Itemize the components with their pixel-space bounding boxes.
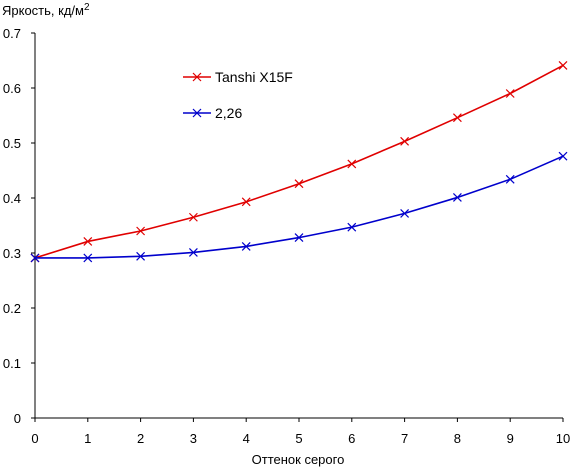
y-tick-label: 0.6 (3, 81, 21, 96)
x-tick-label: 1 (84, 431, 91, 446)
y-tick-label: 0.2 (3, 301, 21, 316)
data-point (452, 113, 462, 123)
x-tick-label: 0 (31, 431, 38, 446)
series-line (35, 155, 564, 259)
y-tick-label: 0.4 (3, 191, 21, 206)
axes: 0 0.1 0.2 0.3 0.4 0.5 0.6 0.7 0 1 2 3 4 5 6 7 8 9 10 (3, 26, 570, 446)
x-tick-label: 3 (190, 431, 197, 446)
data-point (136, 251, 146, 261)
y-tick-label: 0.5 (3, 136, 21, 151)
series-line (34, 64, 564, 259)
x-tick-label: 4 (243, 431, 250, 446)
x-tick-label: 9 (507, 431, 514, 446)
x-tick-label: 7 (401, 431, 408, 446)
y-tick-label: 0.7 (3, 26, 21, 41)
data-point (452, 193, 462, 202)
data-point (400, 136, 410, 146)
data-point (188, 212, 198, 222)
data-point (83, 237, 93, 246)
y-axis-title: Яркость, кд/м2 (2, 2, 90, 18)
legend-label: 2,26 (215, 105, 242, 121)
y-axis-title-superscript: 2 (84, 2, 90, 13)
data-point (347, 159, 357, 169)
x-tick-label: 2 (137, 431, 144, 446)
data-point (294, 233, 304, 243)
legend-marker (192, 72, 202, 82)
series-2 (30, 151, 568, 263)
data-point (241, 197, 251, 207)
data-point (347, 222, 357, 232)
x-tick-label: 10 (556, 431, 570, 446)
data-point (241, 241, 251, 251)
y-tick-label: 0.1 (3, 356, 21, 371)
data-point (558, 61, 568, 70)
data-point (558, 151, 568, 161)
legend: Tanshi X15F 2,26 (183, 69, 293, 121)
x-tick-label: 6 (348, 431, 355, 446)
data-point (30, 253, 40, 263)
legend-label: Tanshi X15F (215, 69, 293, 85)
legend-marker (192, 108, 202, 118)
y-tick-label: 0.3 (3, 246, 21, 261)
series-1 (30, 61, 568, 263)
data-point (400, 208, 410, 218)
data-point (188, 248, 198, 257)
data-point (136, 226, 146, 236)
data-point (83, 253, 93, 263)
series-layer (30, 61, 568, 263)
x-axis-title: Оттенок серого (252, 452, 345, 467)
data-point (505, 89, 515, 98)
data-point (505, 174, 515, 184)
data-point (294, 179, 304, 189)
legend-item: Tanshi X15F (183, 69, 293, 85)
y-axis-title-text: Яркость, кд/м (2, 3, 84, 18)
legend-item: 2,26 (183, 105, 242, 121)
x-tick-label: 5 (295, 431, 302, 446)
y-tick-label: 0 (14, 411, 21, 426)
x-tick-label: 8 (454, 431, 461, 446)
